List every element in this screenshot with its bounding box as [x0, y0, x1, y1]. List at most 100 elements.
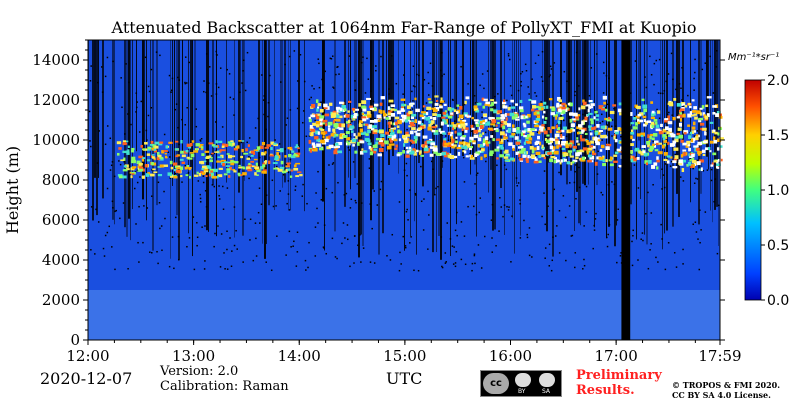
- noise-speck: [544, 257, 546, 259]
- noise-speck: [449, 238, 452, 240]
- cloud-pixel: [325, 106, 330, 110]
- noise-speck: [570, 235, 573, 237]
- cloud-pixel: [590, 140, 594, 144]
- cloud-pixel: [484, 119, 488, 122]
- noise-speck: [660, 223, 662, 226]
- cloud-pixel: [460, 123, 466, 127]
- cloud-pixel: [355, 108, 359, 111]
- cloud-pixel: [483, 98, 488, 102]
- cloud-pixel: [556, 111, 560, 114]
- cloud-pixel: [637, 121, 641, 125]
- cloud-pixel: [477, 129, 481, 133]
- cloud-pixel: [672, 140, 677, 144]
- cloud-pixel: [648, 160, 652, 164]
- noise-speck: [265, 194, 268, 196]
- cloud-pixel: [411, 141, 415, 144]
- cloud-pixel: [549, 145, 553, 150]
- cloud-pixel: [367, 129, 371, 134]
- noise-speck: [341, 242, 343, 245]
- cloud-pixel: [431, 107, 436, 110]
- cloud-pixel: [427, 98, 432, 101]
- cloud-pixel: [631, 138, 635, 141]
- noise-speck: [527, 86, 529, 88]
- noise-speck: [516, 184, 518, 187]
- cloud-pixel: [428, 101, 433, 104]
- cloud-pixel: [515, 141, 521, 145]
- cloud-pixel: [501, 114, 505, 119]
- cc-license-logo: cc BY SA: [480, 370, 562, 397]
- cloud-pixel: [374, 144, 378, 149]
- cloud-pixel: [376, 130, 380, 133]
- noise-speck: [285, 254, 287, 256]
- cloud-pixel: [528, 98, 532, 101]
- cloud-pixel: [316, 143, 321, 147]
- noise-speck: [485, 160, 487, 163]
- cloud-pixel: [176, 167, 180, 170]
- cloud-pixel: [165, 156, 168, 159]
- cloud-pixel: [479, 150, 484, 153]
- cloud-pixel: [180, 150, 186, 154]
- cloud-pixel: [607, 116, 611, 120]
- cloud-pixel: [647, 143, 650, 148]
- noise-speck: [535, 154, 538, 157]
- noise-speck: [663, 186, 666, 189]
- colorbar-scale: [744, 79, 762, 301]
- noise-speck: [287, 193, 290, 195]
- noise-speck: [491, 237, 493, 239]
- noise-speck: [244, 89, 247, 92]
- cloud-pixel: [594, 131, 598, 136]
- cloud-pixel: [310, 114, 316, 118]
- noise-speck: [607, 233, 609, 236]
- cloud-pixel: [520, 115, 524, 120]
- colorbar-tick-label: 1.0: [767, 183, 789, 199]
- cloud-pixel: [254, 166, 260, 170]
- cloud-pixel: [456, 104, 460, 107]
- noise-speck: [616, 219, 619, 221]
- noise-speck: [213, 152, 215, 155]
- noise-speck: [317, 222, 319, 224]
- cloud-pixel: [459, 121, 465, 125]
- noise-speck: [106, 231, 109, 234]
- noise-speck: [682, 248, 684, 251]
- cloud-pixel: [470, 124, 474, 128]
- cloud-pixel: [419, 114, 425, 117]
- cloud-pixel: [571, 118, 576, 121]
- noise-speck: [316, 207, 318, 210]
- noise-speck: [202, 181, 205, 184]
- noise-speck: [257, 211, 260, 214]
- noise-speck: [158, 201, 161, 204]
- cloud-pixel: [369, 119, 375, 123]
- noise-speck: [308, 241, 310, 244]
- cloud-pixel: [203, 170, 206, 174]
- noise-speck: [258, 187, 261, 189]
- noise-speck: [500, 206, 502, 208]
- cloud-pixel: [320, 140, 325, 143]
- noise-speck: [526, 236, 529, 239]
- cloud-pixel: [535, 117, 541, 122]
- cloud-pixel: [390, 104, 396, 108]
- cloud-pixel: [396, 153, 401, 157]
- cloud-pixel: [144, 164, 148, 168]
- noise-speck: [314, 119, 316, 122]
- cloud-pixel: [435, 124, 438, 128]
- cloud-pixel: [151, 162, 154, 166]
- noise-speck: [199, 140, 202, 142]
- cloud-pixel: [454, 140, 458, 144]
- cloud-pixel: [439, 105, 443, 109]
- cloud-pixel: [226, 153, 230, 155]
- noise-speck: [293, 240, 295, 243]
- cloud-pixel: [487, 127, 493, 130]
- noise-speck: [663, 90, 666, 92]
- noise-speck: [112, 207, 114, 209]
- noise-speck: [404, 245, 407, 247]
- noise-speck: [390, 55, 393, 57]
- noise-speck: [265, 128, 267, 131]
- noise-speck: [544, 247, 547, 249]
- cloud-pixel: [584, 132, 588, 136]
- cloud-pixel: [545, 105, 549, 109]
- cloud-pixel: [521, 130, 526, 134]
- cloud-pixel: [163, 164, 169, 167]
- date-label: 2020-12-07: [40, 369, 133, 388]
- cloud-pixel: [469, 140, 473, 143]
